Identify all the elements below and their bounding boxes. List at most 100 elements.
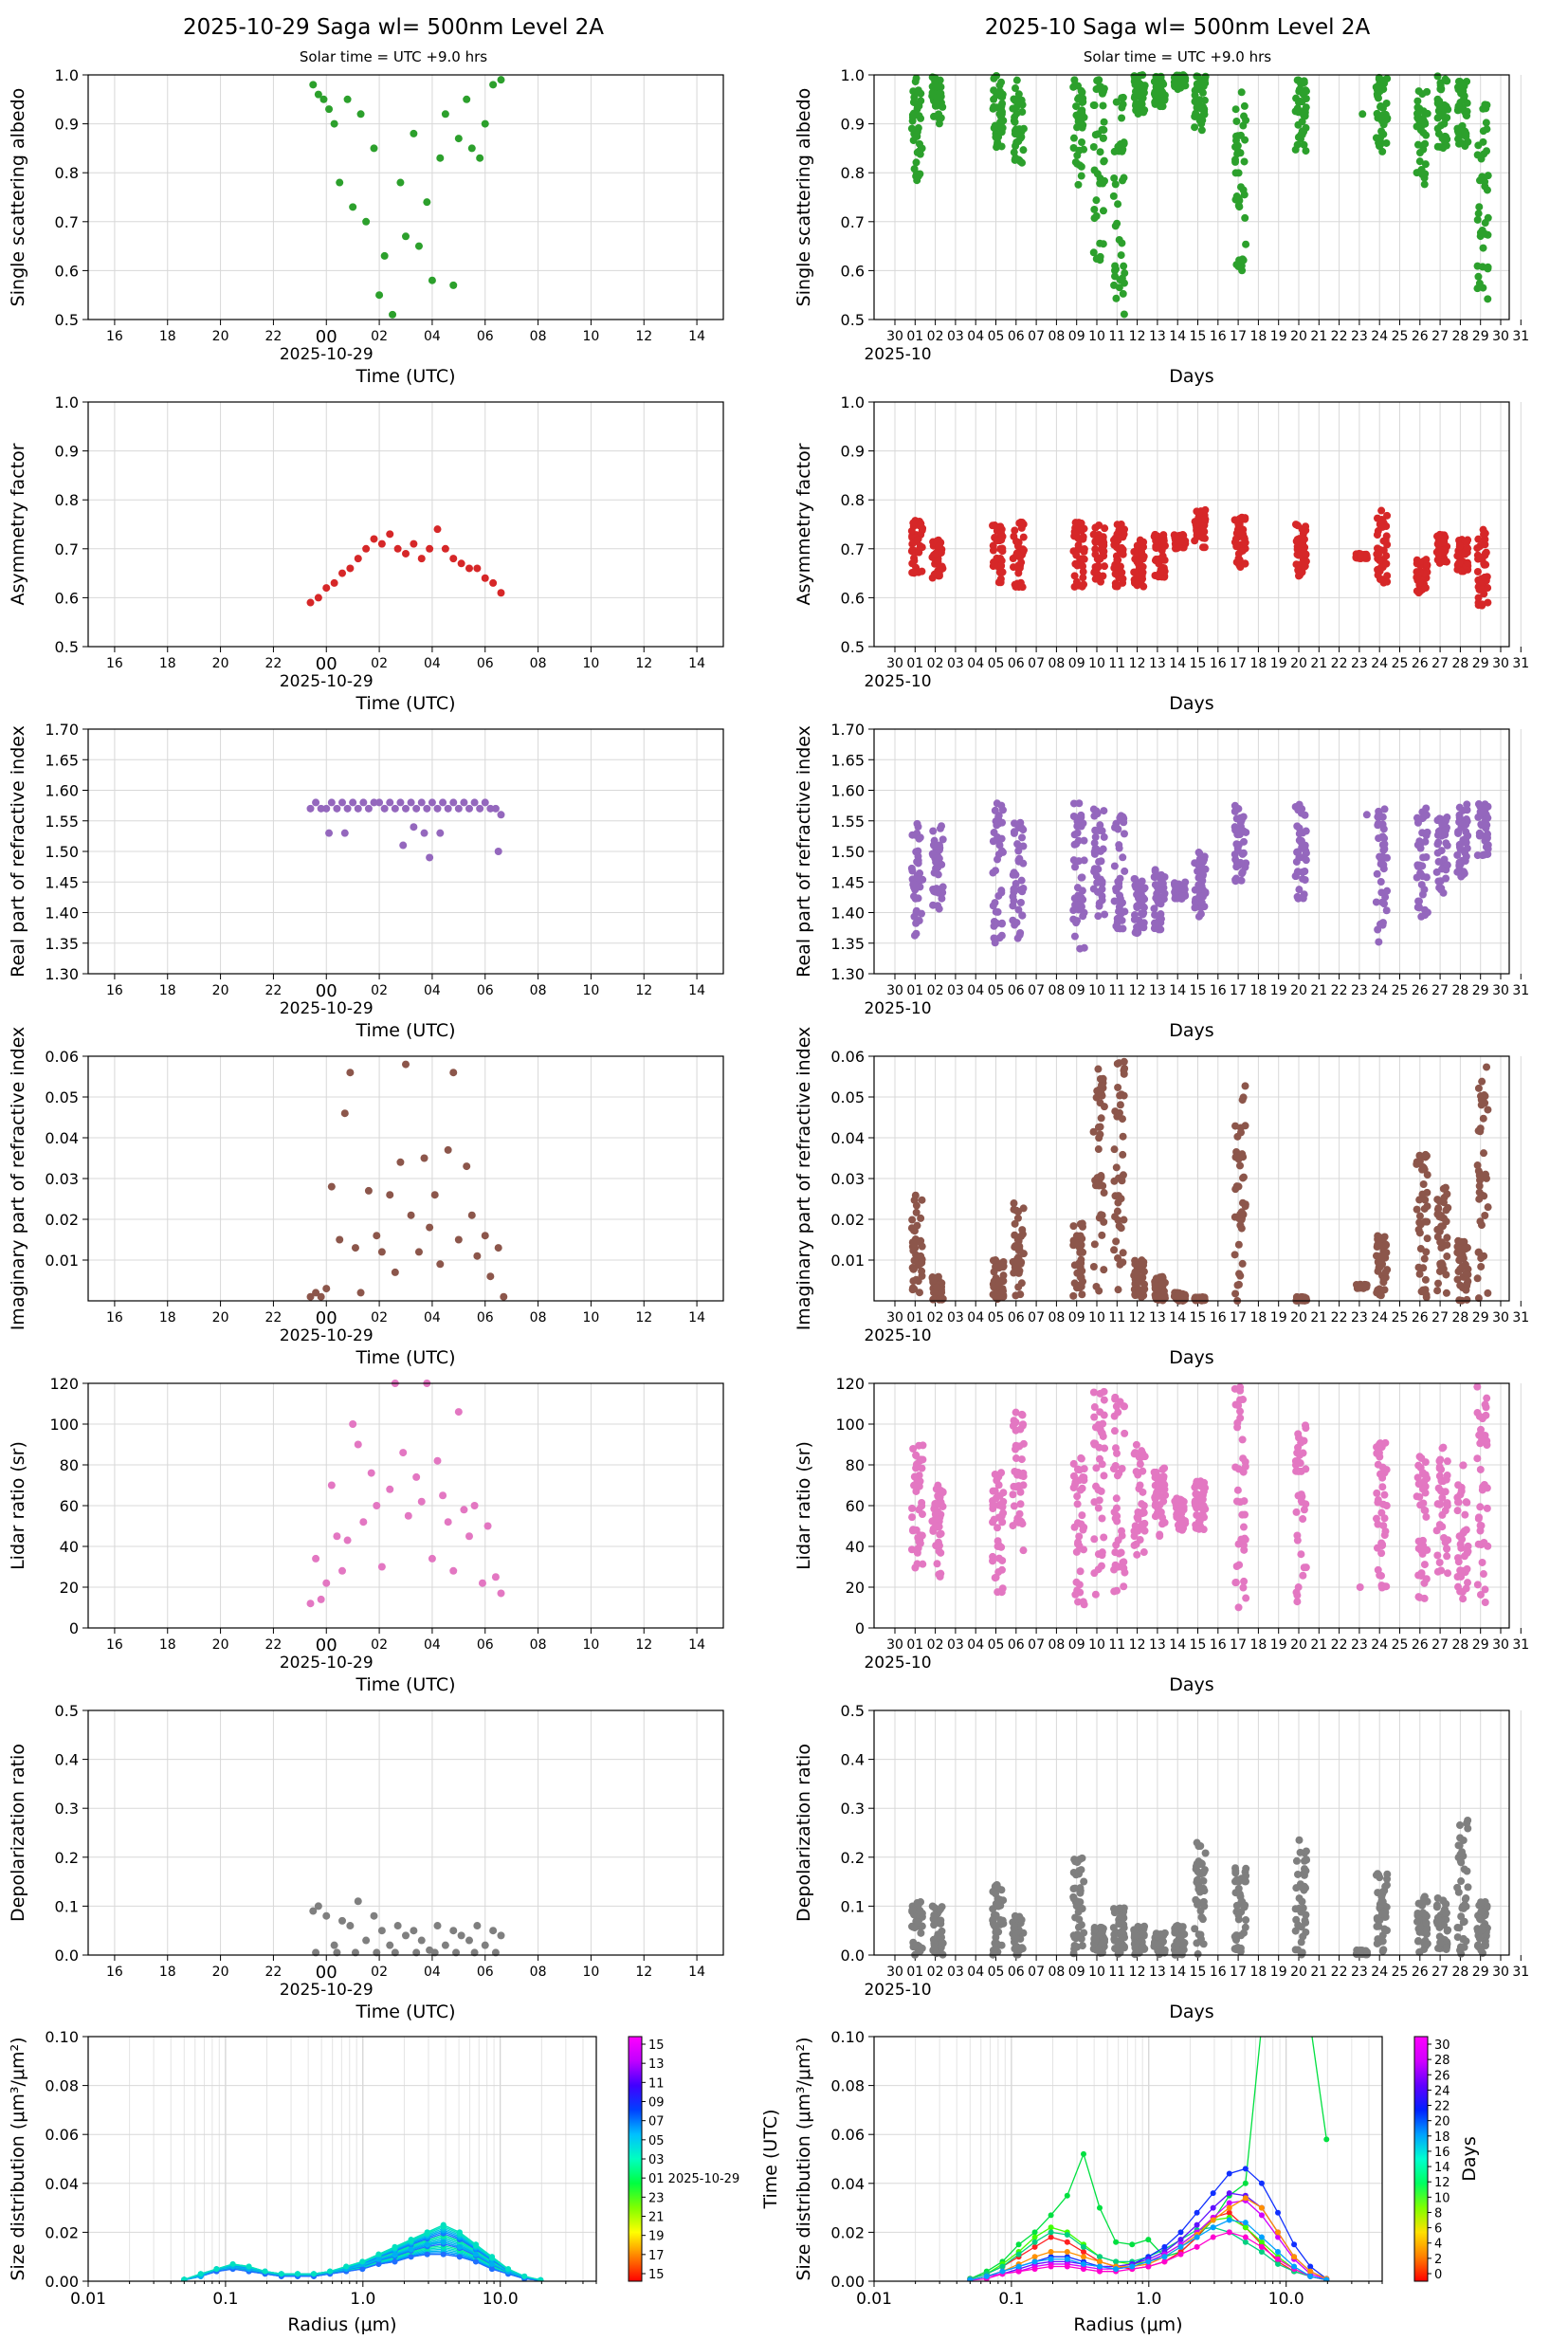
data-point (410, 539, 418, 548)
data-point (1443, 841, 1451, 850)
data-point (1070, 76, 1079, 84)
date-label: 2025-10 (864, 345, 931, 364)
data-point (1176, 1507, 1185, 1515)
data-point (1077, 1453, 1085, 1462)
data-point (1453, 1498, 1462, 1507)
data-point (1158, 1513, 1167, 1522)
data-point (1238, 869, 1247, 878)
data-point (1455, 133, 1464, 141)
x-axis-label: Days (1169, 1020, 1213, 1041)
data-point (1118, 114, 1126, 122)
x-axis-label: Days (1169, 366, 1213, 387)
data-point (1414, 1480, 1423, 1489)
data-point (1198, 543, 1207, 552)
data-point (1435, 1464, 1444, 1472)
data-point (1413, 587, 1421, 595)
data-point (1294, 1491, 1303, 1500)
data-point (1475, 1513, 1484, 1522)
data-point (1383, 853, 1392, 862)
data-point (1201, 515, 1210, 523)
data-point (1482, 119, 1490, 127)
y-tick-label: 1.0 (841, 393, 865, 411)
x-tick-label: 03 (947, 1637, 964, 1653)
y-tick-label: 20 (60, 1579, 79, 1597)
y-tick-label: 0.02 (45, 1211, 79, 1229)
data-point (428, 276, 436, 284)
data-point (1379, 537, 1388, 545)
data-point (322, 1579, 331, 1587)
data-point (1138, 909, 1146, 918)
x-tick-label: 24 (1371, 656, 1388, 671)
data-point (918, 1242, 926, 1251)
plot-frame (87, 728, 724, 975)
y-tick-label: 0.0 (841, 1947, 865, 1965)
y-tick-label: 0.4 (55, 1751, 79, 1769)
data-point (1379, 1522, 1388, 1530)
data-point (1076, 111, 1085, 119)
data-point (1236, 1221, 1245, 1230)
data-point (1009, 1522, 1017, 1530)
y-tick-label: 0.03 (45, 1170, 79, 1188)
data-point (1414, 897, 1423, 905)
x-tick-label: 13 (1149, 1310, 1166, 1325)
data-point (990, 86, 998, 95)
y-tick-label: 0.06 (45, 1048, 79, 1066)
data-point (998, 1518, 1007, 1526)
data-point (1478, 601, 1486, 610)
data-point (412, 1472, 421, 1481)
x-tick-label: 15 (1190, 329, 1207, 344)
x-tick-label: 12 (635, 1310, 652, 1325)
data-point (907, 1545, 916, 1554)
x-tick-label: 06 (1008, 1310, 1025, 1325)
data-point (1077, 1241, 1085, 1250)
data-point (463, 95, 471, 103)
data-point (1140, 895, 1149, 904)
data-point (404, 1511, 412, 1520)
data-point (380, 251, 389, 260)
data-point (1474, 1540, 1483, 1548)
data-point (1119, 1249, 1127, 1257)
data-point (907, 1224, 916, 1233)
data-point (1373, 514, 1381, 522)
data-point (1380, 845, 1389, 853)
data-point (998, 123, 1007, 132)
x-tick-label: 10 (1088, 1637, 1105, 1653)
data-point (1199, 1295, 1208, 1304)
x-tick-label: 02 (371, 329, 388, 344)
x-tick-label: 11 (1108, 983, 1125, 998)
data-point (1112, 1237, 1121, 1246)
data-point (1380, 834, 1389, 843)
y-tick-label: 0.3 (55, 1800, 79, 1818)
data-point (1070, 527, 1079, 536)
data-point (1070, 1523, 1079, 1531)
data-point (1017, 876, 1026, 885)
data-point (1236, 1414, 1245, 1422)
data-point (1419, 1179, 1428, 1188)
data-point (1076, 1567, 1085, 1576)
data-point (908, 1504, 917, 1512)
data-point (1079, 574, 1087, 582)
data-point (1233, 1486, 1242, 1494)
data-point (1457, 1572, 1466, 1581)
data-point (989, 1487, 997, 1495)
data-point (1457, 138, 1466, 147)
data-point (1372, 898, 1380, 906)
data-point (1422, 804, 1431, 813)
x-tick-label: 07 (1028, 1637, 1045, 1653)
y-tick-label: 1.65 (830, 751, 865, 769)
data-point (1152, 544, 1160, 553)
data-point (1483, 1504, 1491, 1512)
data-point (998, 1260, 1007, 1269)
x-tick-label: 02 (371, 1637, 388, 1653)
x-tick-label: 30 (886, 329, 903, 344)
data-point (917, 1214, 925, 1222)
x-tick-label: 19 (1270, 656, 1287, 671)
data-point (433, 1922, 442, 1930)
data-point (1480, 590, 1488, 598)
data-point (1433, 1567, 1442, 1576)
data-point (1009, 1490, 1017, 1499)
y-tick-label: 0.6 (55, 262, 79, 280)
data-point (1153, 871, 1161, 880)
data-point (1461, 127, 1469, 136)
data-point (1382, 1240, 1391, 1249)
